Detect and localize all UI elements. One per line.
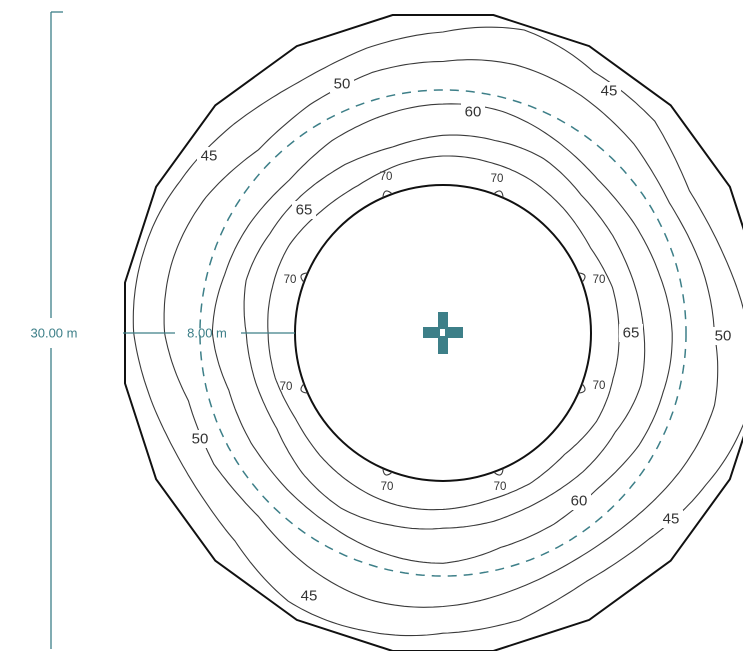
svg-text:50: 50	[715, 328, 732, 345]
contour-label-70: 70	[280, 381, 293, 393]
svg-text:65: 65	[623, 325, 640, 342]
svg-text:45: 45	[301, 588, 318, 605]
svg-text:45: 45	[663, 511, 680, 528]
contour-label-70: 70	[491, 173, 504, 185]
contour-label-70: 70	[380, 171, 393, 183]
svg-text:65: 65	[296, 202, 313, 219]
radius-dimension: 8.00 m	[123, 326, 295, 341]
contour-label-65: 65	[292, 201, 316, 219]
svg-text:60: 60	[571, 493, 588, 510]
contour-label-70: 70	[284, 274, 297, 286]
radius-label: 8.00 m	[187, 326, 227, 341]
svg-text:45: 45	[201, 148, 218, 165]
contour-label-50: 50	[188, 430, 212, 448]
contour-label-45: 45	[659, 510, 683, 528]
contour-label-70: 70	[593, 380, 606, 392]
contour-label-45: 45	[197, 147, 221, 165]
svg-text:45: 45	[601, 83, 618, 100]
contour-label-50: 50	[711, 327, 735, 345]
contour-label-70: 70	[593, 274, 606, 286]
diameter-dimension: 30.00 m	[31, 12, 78, 649]
contour-label-60: 60	[461, 103, 485, 121]
svg-text:50: 50	[334, 76, 351, 93]
contour-label-70: 70	[381, 481, 394, 493]
contour-label-45: 45	[597, 82, 621, 100]
contour-label-70: 70	[494, 481, 507, 493]
contour-label-50: 50	[330, 75, 354, 93]
diameter-label: 30.00 m	[31, 326, 78, 341]
svg-text:50: 50	[192, 431, 209, 448]
svg-text:60: 60	[465, 104, 482, 121]
contour-label-60: 60	[567, 492, 591, 510]
contour-label-65: 65	[619, 324, 643, 342]
contour-label-45: 45	[297, 587, 321, 605]
